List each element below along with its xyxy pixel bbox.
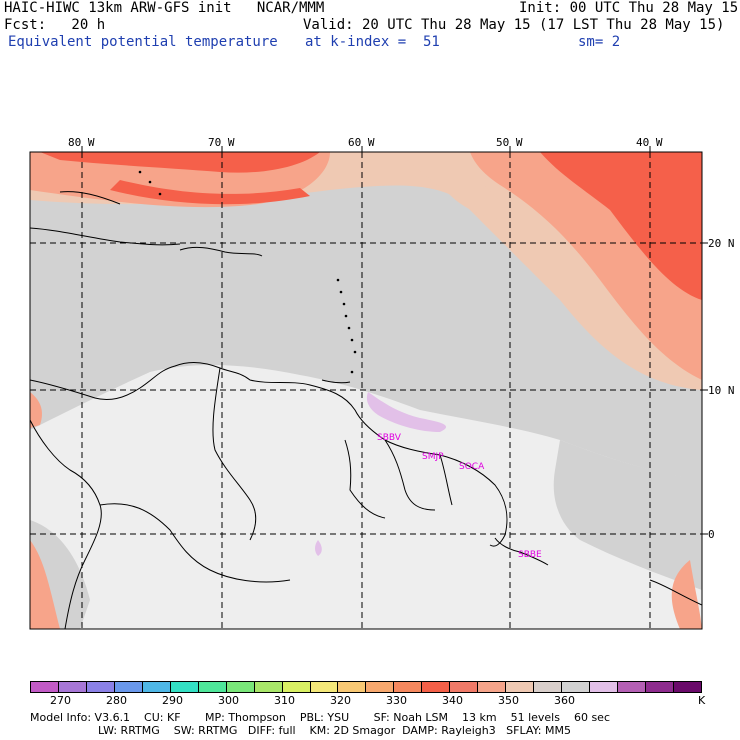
colorbar-tick-label: 360 bbox=[554, 694, 575, 707]
colorbar-swatch bbox=[673, 682, 701, 692]
lon-label: 50 W bbox=[496, 136, 523, 149]
colorbar-tick-label: 340 bbox=[442, 694, 463, 707]
colorbar-tick-label: 350 bbox=[498, 694, 519, 707]
lat-label: 0 bbox=[708, 528, 715, 541]
colorbar-swatch bbox=[534, 682, 563, 692]
colorbar-swatch bbox=[142, 682, 171, 692]
lat-lon-grid bbox=[30, 152, 702, 629]
smoothing-label: sm= 2 bbox=[578, 34, 621, 50]
colorbar-swatch bbox=[282, 682, 311, 692]
ticks bbox=[81, 146, 708, 535]
station-label: SMJP bbox=[422, 452, 444, 462]
colorbar-swatch bbox=[31, 682, 59, 692]
valid-time: Valid: 20 UTC Thu 28 May 15 (17 LST Thu … bbox=[303, 17, 725, 33]
colorbar-swatch bbox=[478, 682, 507, 692]
colorbar-tick-label: 330 bbox=[386, 694, 407, 707]
colorbar-swatch bbox=[506, 682, 535, 692]
colorbar-swatch bbox=[338, 682, 367, 692]
colorbar-swatch bbox=[562, 682, 591, 692]
colorbar-tick-label: K bbox=[698, 694, 706, 707]
colorbar-swatch bbox=[170, 682, 199, 692]
model-info-line1: Model Info: V3.6.1 CU: KF MP: Thompson P… bbox=[30, 711, 610, 724]
colorbar-swatch bbox=[645, 682, 674, 692]
colorbar-tick-label: 270 bbox=[50, 694, 71, 707]
island-markers bbox=[138, 170, 357, 374]
station-label: SBBV bbox=[377, 433, 402, 443]
k-index-label: at k-index = 51 bbox=[305, 34, 440, 50]
colorbar-swatch bbox=[366, 682, 395, 692]
colorbar-swatch bbox=[114, 682, 143, 692]
lat-label: 10 N bbox=[708, 384, 735, 397]
map-panel: 80 W 70 W 60 W 50 W 40 W 20 N 10 N 0 SBB… bbox=[29, 136, 735, 630]
colorbar-swatch bbox=[226, 682, 255, 692]
colorbar-swatch bbox=[198, 682, 227, 692]
colorbar-swatch bbox=[590, 682, 619, 692]
title-left: HAIC-HIWC 13km ARW-GFS init NCAR/MMM bbox=[4, 0, 325, 16]
colorbar-swatch bbox=[394, 682, 423, 692]
colorbar-swatch bbox=[86, 682, 115, 692]
field-name: Equivalent potential temperature bbox=[8, 34, 278, 50]
model-info-line2: LW: RRTMG SW: RRTMG DIFF: full KM: 2D Sm… bbox=[98, 724, 571, 737]
colorbar-tick-label: 300 bbox=[218, 694, 239, 707]
colorbar-swatch bbox=[422, 682, 451, 692]
station-label: SBBE bbox=[518, 550, 542, 560]
colorbar-tick-label: 320 bbox=[330, 694, 351, 707]
colorbar bbox=[30, 681, 702, 693]
station-label: SOCA bbox=[459, 462, 485, 472]
forecast-hour: Fcst: 20 h bbox=[4, 17, 106, 33]
lon-label: 40 W bbox=[636, 136, 663, 149]
lon-label: 70 W bbox=[208, 136, 235, 149]
colorbar-swatch bbox=[450, 682, 479, 692]
init-time: Init: 00 UTC Thu 28 May 15 bbox=[519, 0, 739, 16]
colorbar-tick-label: 280 bbox=[106, 694, 127, 707]
colorbar-swatch bbox=[310, 682, 339, 692]
colorbar-swatch bbox=[58, 682, 87, 692]
colorbar-tick-label: 290 bbox=[162, 694, 183, 707]
colorbar-swatch bbox=[254, 682, 283, 692]
lat-label: 20 N bbox=[708, 237, 735, 250]
colorbar-swatch bbox=[618, 682, 646, 692]
colorbar-tick-label: 310 bbox=[274, 694, 295, 707]
coastlines bbox=[30, 191, 702, 629]
lon-label: 80 W bbox=[68, 136, 95, 149]
lon-label: 60 W bbox=[348, 136, 375, 149]
